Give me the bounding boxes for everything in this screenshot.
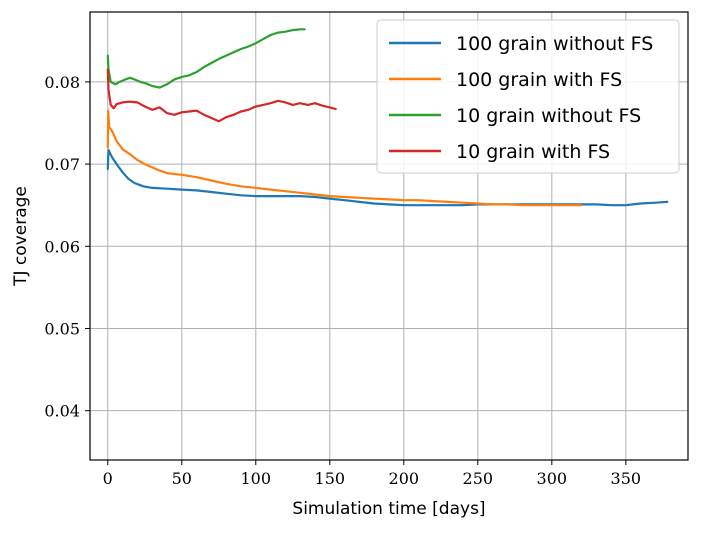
series-line-4 bbox=[106, 68, 337, 123]
series-line-3 bbox=[106, 28, 306, 89]
x-axis-label: Simulation time [days] bbox=[292, 499, 485, 519]
series-lines bbox=[106, 28, 669, 207]
legend-box bbox=[376, 19, 680, 174]
x-tick-label: 0 bbox=[103, 469, 113, 488]
x-tick-label: 350 bbox=[611, 469, 642, 488]
x-tick-labels: 0 50 100 150 200 250 300 350 bbox=[103, 469, 641, 488]
x-tick-label: 200 bbox=[389, 469, 420, 488]
legend-label: 100 grain without FS bbox=[456, 33, 653, 55]
series-line-2 bbox=[106, 109, 583, 207]
tick-marks bbox=[85, 81, 627, 465]
y-tick-label: 0.07 bbox=[44, 155, 80, 174]
y-tick-labels: 0.04 0.05 0.06 0.07 0.08 bbox=[44, 73, 80, 421]
x-tick-label: 250 bbox=[463, 469, 494, 488]
x-tick-label: 150 bbox=[315, 469, 346, 488]
legend-label: 100 grain with FS bbox=[456, 69, 622, 91]
legend-label: 10 grain with FS bbox=[456, 141, 610, 163]
x-tick-label: 50 bbox=[172, 469, 192, 488]
y-tick-label: 0.08 bbox=[44, 73, 80, 92]
plot-frame bbox=[89, 11, 689, 461]
legend: 100 grain without FS 100 grain with FS 10 … bbox=[376, 19, 680, 174]
y-tick-label: 0.04 bbox=[44, 402, 80, 421]
y-tick-label: 0.06 bbox=[44, 237, 80, 256]
legend-label: 10 grain without FS bbox=[456, 105, 641, 127]
x-tick-label: 100 bbox=[241, 469, 272, 488]
y-tick-label: 0.05 bbox=[44, 319, 80, 338]
y-axis-label: TJ coverage bbox=[11, 186, 31, 287]
x-tick-label: 300 bbox=[537, 469, 568, 488]
